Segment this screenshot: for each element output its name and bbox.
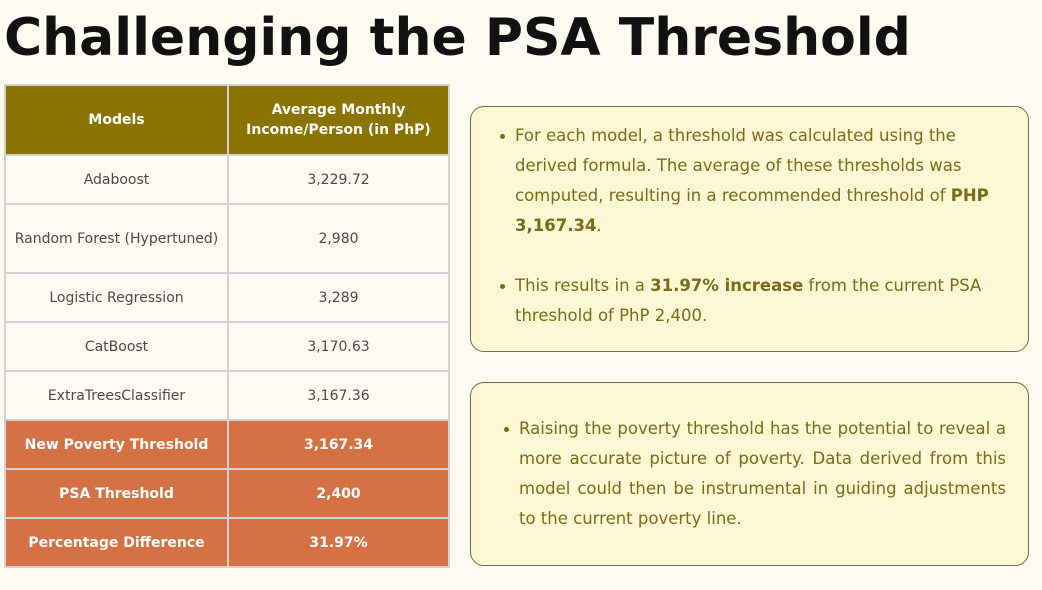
- model-name: Logistic Regression: [4, 272, 229, 323]
- model-name: Random Forest (Hypertuned): [4, 203, 229, 274]
- implication-card: Raising the poverty threshold has the po…: [470, 382, 1029, 566]
- summary-row-percentage-difference: Percentage Difference 31.97%: [4, 517, 450, 568]
- bullet-text: from the current PSA threshold of PhP 2,…: [515, 276, 982, 325]
- models-table: Models Average Monthly Income/Person (in…: [4, 84, 450, 568]
- threshold-bullet-list: For each model, a threshold was calculat…: [497, 121, 1002, 331]
- table-header-row: Models Average Monthly Income/Person (in…: [4, 84, 450, 156]
- summary-value: 31.97%: [227, 517, 450, 568]
- summary-label: Percentage Difference: [4, 517, 229, 568]
- model-value: 3,170.63: [227, 321, 450, 372]
- summary-row-psa-threshold: PSA Threshold 2,400: [4, 468, 450, 519]
- bullet-implication: Raising the poverty threshold has the po…: [504, 414, 1006, 534]
- threshold-summary-card: For each model, a threshold was calculat…: [470, 106, 1029, 352]
- summary-label: New Poverty Threshold: [4, 419, 229, 470]
- bullet-emphasis: PHP 3,167.34: [515, 186, 989, 235]
- summary-value: 3,167.34: [227, 419, 450, 470]
- bullet-emphasis: 31.97% increase: [650, 276, 804, 295]
- table-row: Random Forest (Hypertuned) 2,980: [4, 203, 450, 274]
- column-header-models: Models: [4, 84, 229, 156]
- page-title: Challenging the PSA Threshold: [4, 8, 911, 68]
- bullet-recommended-threshold: For each model, a threshold was calculat…: [500, 121, 1002, 241]
- model-name: Adaboost: [4, 154, 229, 205]
- bullet-text: This results in a: [515, 276, 651, 295]
- model-name: CatBoost: [4, 321, 229, 372]
- implication-bullet-list: Raising the poverty threshold has the po…: [501, 414, 1006, 534]
- model-value: 3,229.72: [227, 154, 450, 205]
- summary-value: 2,400: [227, 468, 450, 519]
- bullet-increase: This results in a 31.97% increase from t…: [500, 271, 1002, 331]
- model-value: 3,289: [227, 272, 450, 323]
- summary-label: PSA Threshold: [4, 468, 229, 519]
- column-header-income: Average Monthly Income/Person (in PhP): [227, 84, 450, 156]
- bullet-text: For each model, a threshold was calculat…: [515, 126, 962, 205]
- bullet-text: .: [596, 216, 602, 235]
- summary-row-new-threshold: New Poverty Threshold 3,167.34: [4, 419, 450, 470]
- table-row: Logistic Regression 3,289: [4, 272, 450, 323]
- model-value: 2,980: [227, 203, 450, 274]
- table-row: Adaboost 3,229.72: [4, 154, 450, 205]
- table-row: ExtraTreesClassifier 3,167.36: [4, 370, 450, 421]
- model-name: ExtraTreesClassifier: [4, 370, 229, 421]
- model-value: 3,167.36: [227, 370, 450, 421]
- table-row: CatBoost 3,170.63: [4, 321, 450, 372]
